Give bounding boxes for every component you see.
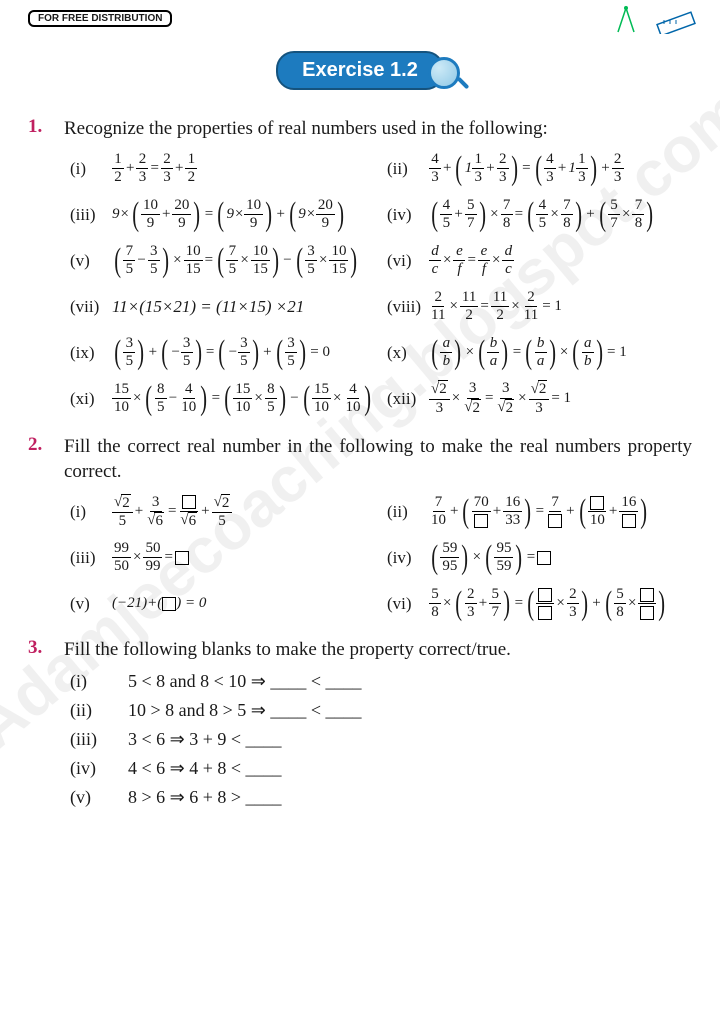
exercise-label: Exercise 1.2 (302, 59, 418, 81)
q2-ii: (ii) 710+70+1633 = 7+10+16 (387, 491, 692, 533)
q1-vii: (vii) 11×(15×21) = (11×15) ×21 (70, 286, 375, 328)
q2-iv: (iv) 5995×9559 = (387, 537, 692, 579)
q1-iii: (iii) 9×109+209 = 9×109+9×209 (70, 194, 375, 236)
q3-text: Fill the following blanks to make the pr… (64, 637, 692, 663)
q1-ii: (ii) 43+113+23 = 43+113+23 (387, 148, 692, 190)
q2-i: (i) 25+36 = 6+25 (70, 491, 375, 533)
q1-xii: (xii) 23×32 = 32×23 = 1 (387, 378, 692, 420)
exercise-badge: Exercise 1.2 (276, 51, 444, 90)
question-1: 1. Recognize the properties of real numb… (28, 116, 692, 142)
q3-i: (i)5 < 8 and 8 < 10 ⇒ ____ < ____ (70, 671, 692, 692)
q2-text: Fill the correct real number in the foll… (64, 434, 692, 485)
q1-items: (i) 12+23 = 23+12 (ii) 43+113+23 = 43+11… (70, 148, 692, 420)
question-3: 3. Fill the following blanks to make the… (28, 637, 692, 663)
q3-number: 3. (28, 637, 64, 659)
q1-number: 1. (28, 116, 64, 138)
exercise-heading-wrap: Exercise 1.2 (28, 51, 692, 90)
q1-iv: (iv) 45+57×78 = 45×78+57×78 (387, 194, 692, 236)
q3-iii: (iii)3 < 6 ⇒ 3 + 9 < ____ (70, 729, 692, 750)
q3-ii: (ii)10 > 8 and 8 > 5 ⇒ ____ < ____ (70, 700, 692, 721)
distribution-badge: FOR FREE DISTRIBUTION (28, 10, 172, 27)
q1-xi: (xi) 1510×85−410 = 1510×85−1510×410 (70, 378, 375, 420)
q3-iv: (iv)4 < 6 ⇒ 4 + 8 < ____ (70, 758, 692, 779)
q1-viii: (viii) 211×112 = 112×211 = 1 (387, 286, 692, 328)
question-2: 2. Fill the correct real number in the f… (28, 434, 692, 485)
q2-number: 2. (28, 434, 64, 456)
q2-iii: (iii) 9950×5099 = (70, 537, 375, 579)
q1-text: Recognize the properties of real numbers… (64, 116, 692, 142)
q1-x: (x) ab×ba = ba×ab = 1 (387, 332, 692, 374)
q2-v: (v) (−21)+() = 0 (70, 583, 375, 625)
q1-v: (v) 75−35×1015 = 75×1015−35×1015 (70, 240, 375, 282)
q1-ix: (ix) 35+−35 = −35+35 = 0 (70, 332, 375, 374)
header-decor-icons (612, 4, 696, 34)
q2-vi: (vi) 58×23+57 = ×23+58× (387, 583, 692, 625)
ruler-icon (656, 4, 696, 34)
compass-icon (612, 4, 646, 34)
q3-items: (i)5 < 8 and 8 < 10 ⇒ ____ < ____ (ii)10… (70, 671, 692, 808)
page-content: FOR FREE DISTRIBUTION Exercise 1.2 1. Re… (0, 0, 720, 836)
q1-i: (i) 12+23 = 23+12 (70, 148, 375, 190)
q2-items: (i) 25+36 = 6+25 (ii) 710+70+1633 = 7+10… (70, 491, 692, 625)
q1-vi: (vi) dc×ef = ef×dc (387, 240, 692, 282)
q3-v: (v)8 > 6 ⇒ 6 + 8 > ____ (70, 787, 692, 808)
